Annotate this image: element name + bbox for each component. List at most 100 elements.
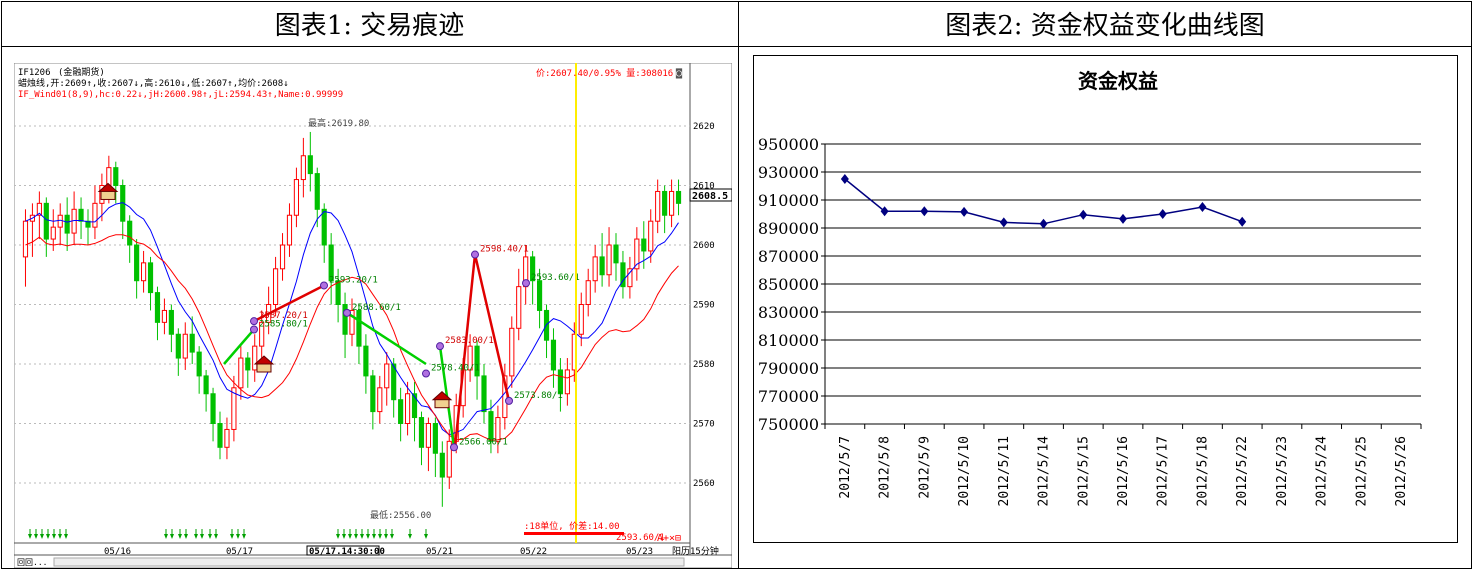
candle-body: [342, 304, 348, 335]
buy-signal-arrow: [236, 529, 240, 539]
trade-point-marker[interactable]: [436, 342, 444, 351]
trade-point-marker[interactable]: [320, 281, 328, 290]
trade-point-marker[interactable]: [250, 325, 258, 334]
trade-price-label: 2587.20/1: [259, 311, 308, 321]
header-row-divider: [1, 46, 1472, 47]
settings-icon[interactable]: ◙: [675, 68, 683, 79]
buy-signal-arrow: [164, 529, 168, 539]
equity-data-point: [1238, 216, 1247, 227]
candle-body: [384, 363, 390, 389]
equity-y-tick-label: 750000: [758, 415, 819, 434]
zoom-controls-icon[interactable]: A+×⊟: [657, 533, 681, 544]
candle-body: [335, 280, 341, 305]
price-tick-label: 2610: [693, 182, 715, 192]
left-panel: [1, 1, 738, 569]
candle-body: [64, 214, 70, 234]
candle-body: [550, 339, 557, 371]
buy-signal-arrow: [58, 529, 62, 539]
trade-price-label: 2598.40/1: [480, 245, 529, 255]
buy-signal-arrow: [214, 529, 218, 539]
trade-point-marker[interactable]: [450, 443, 458, 452]
buy-signal-arrow: [360, 529, 364, 539]
candle-body: [127, 220, 133, 246]
equity-data-point: [1039, 218, 1048, 229]
buy-signal-arrow: [378, 529, 382, 539]
candle-body: [377, 387, 383, 413]
equity-data-point: [1158, 209, 1167, 219]
trade-point-marker[interactable]: [422, 369, 430, 378]
candle-body: [404, 393, 411, 424]
buy-signal-arrow: [230, 529, 234, 539]
buy-signal-arrow: [366, 529, 370, 539]
buy-signal-arrow: [34, 529, 38, 539]
trade-price-label: 2583.00/1: [445, 336, 494, 346]
candle-body: [606, 244, 612, 276]
period-label: 阳历15分钟: [672, 545, 719, 557]
candle-body: [231, 387, 237, 430]
spread-info-bar: [524, 532, 624, 535]
candle-body: [189, 333, 195, 353]
price-volume-info: 价:2607.40/0.95% 量:308016: [536, 68, 673, 79]
trade-segment: [346, 311, 427, 366]
equity-y-tick-label: 830000: [758, 303, 819, 322]
date-tick-label: 05/21: [426, 547, 453, 557]
candle-body: [648, 220, 654, 252]
candle-body: [92, 202, 98, 228]
trade-point-marker[interactable]: [522, 279, 530, 288]
equity-y-tick-label: 770000: [758, 387, 819, 406]
candle-body: [259, 321, 265, 347]
trade-point-marker[interactable]: [343, 308, 351, 317]
candle-body: [300, 155, 306, 181]
right-panel: [738, 1, 1472, 569]
equity-data-point: [1198, 202, 1207, 212]
candle-body: [85, 220, 91, 228]
trade-price-label: 2578.40/1: [431, 364, 480, 374]
trade-point-marker[interactable]: [471, 250, 479, 259]
candle-body: [272, 268, 279, 306]
candle-body: [627, 268, 633, 288]
horizontal-scrollbar[interactable]: [53, 557, 685, 567]
equity-date-label: 2012/5/9: [917, 436, 932, 499]
candle-body: [161, 309, 168, 323]
price-tick-label: 2620: [693, 122, 715, 132]
equity-date-label: 2012/5/22: [1235, 436, 1250, 506]
candle-body: [307, 155, 313, 175]
candle-body: [147, 262, 154, 294]
candle-body: [78, 208, 84, 222]
symbol-label: IF1206: [18, 68, 51, 78]
candle-body: [182, 333, 188, 359]
buy-signal-arrow: [348, 529, 352, 539]
date-tick-label: 05/17: [226, 547, 253, 557]
trade-point-marker[interactable]: [505, 396, 513, 405]
candle-body: [557, 369, 564, 395]
buy-signal-arrow: [200, 529, 204, 539]
corner-controls[interactable]: 回回...: [17, 558, 47, 567]
candle-body: [530, 256, 536, 282]
equity-data-point: [1119, 213, 1127, 224]
spread-info-label: :18单位, 价差:14.00: [524, 520, 620, 532]
bottom-price-label: 2593.60/1: [616, 533, 665, 543]
candle-body: [175, 333, 181, 359]
candle-body: [217, 423, 223, 448]
candle-body: [564, 369, 570, 395]
right-panel-title: 图表2: 资金权益变化曲线图: [945, 10, 1265, 41]
candle-body: [252, 345, 258, 371]
candle-body: [293, 179, 300, 216]
buy-signal-arrow: [390, 529, 394, 539]
candle-body: [509, 327, 515, 377]
candle-body: [140, 262, 147, 282]
buy-signal-arrow: [184, 529, 188, 539]
trade-price-label: 2566.00/1: [459, 437, 508, 447]
candle-body: [168, 309, 174, 335]
candle-body: [467, 345, 473, 371]
market-label: (金融期货): [58, 66, 105, 78]
trade-point-marker[interactable]: [250, 317, 258, 326]
equity-data-point: [880, 206, 889, 217]
candle-body: [411, 393, 418, 419]
buy-signal-arrow: [424, 529, 428, 539]
equity-chart: 资金权益 750000 770000 790000 810000 830000 85000…: [753, 55, 1458, 543]
candle-body: [57, 214, 63, 228]
candle-body: [391, 363, 397, 401]
trade-price-label: 2593.20/1: [329, 275, 378, 285]
